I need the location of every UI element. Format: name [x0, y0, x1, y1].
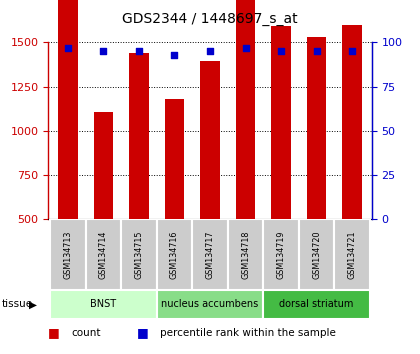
Text: ▶: ▶	[29, 299, 37, 309]
Bar	[342, 25, 362, 219]
Bar	[228, 219, 263, 290]
Text: GSM134715: GSM134715	[134, 230, 143, 279]
Point	[207, 48, 213, 54]
Point	[349, 48, 355, 54]
Bar	[50, 290, 157, 319]
Point	[65, 45, 71, 51]
Text: ■: ■	[48, 326, 60, 339]
Bar	[121, 219, 157, 290]
Text: dorsal striatum: dorsal striatum	[279, 299, 354, 309]
Text: count: count	[71, 328, 101, 338]
Bar	[157, 290, 263, 319]
Bar	[129, 53, 149, 219]
Point	[100, 48, 107, 54]
Bar	[334, 219, 370, 290]
Text: GSM134721: GSM134721	[348, 230, 357, 279]
Text: percentile rank within the sample: percentile rank within the sample	[160, 328, 336, 338]
Text: tissue: tissue	[2, 299, 33, 309]
Bar	[58, 0, 78, 219]
Bar	[94, 112, 113, 219]
Bar	[271, 26, 291, 219]
Text: GSM134716: GSM134716	[170, 231, 179, 279]
Bar	[307, 37, 326, 219]
Bar	[165, 99, 184, 219]
Bar	[157, 219, 192, 290]
Bar	[86, 219, 121, 290]
Text: GSM134714: GSM134714	[99, 231, 108, 279]
Text: GSM134717: GSM134717	[205, 230, 215, 279]
Point	[313, 48, 320, 54]
Text: BNST: BNST	[90, 299, 116, 309]
Bar	[263, 219, 299, 290]
Point	[278, 48, 284, 54]
Text: nucleus accumbens: nucleus accumbens	[161, 299, 259, 309]
Bar	[200, 61, 220, 219]
Point	[136, 48, 142, 54]
Bar	[50, 219, 86, 290]
Bar	[192, 219, 228, 290]
Bar	[299, 219, 334, 290]
Bar	[236, 0, 255, 219]
Text: GSM134713: GSM134713	[63, 231, 72, 279]
Text: GDS2344 / 1448697_s_at: GDS2344 / 1448697_s_at	[122, 12, 298, 27]
Text: GSM134719: GSM134719	[277, 230, 286, 279]
Point	[171, 52, 178, 58]
Text: GSM134718: GSM134718	[241, 231, 250, 279]
Text: ■: ■	[136, 326, 148, 339]
Bar	[263, 290, 370, 319]
Point	[242, 45, 249, 51]
Text: GSM134720: GSM134720	[312, 230, 321, 279]
